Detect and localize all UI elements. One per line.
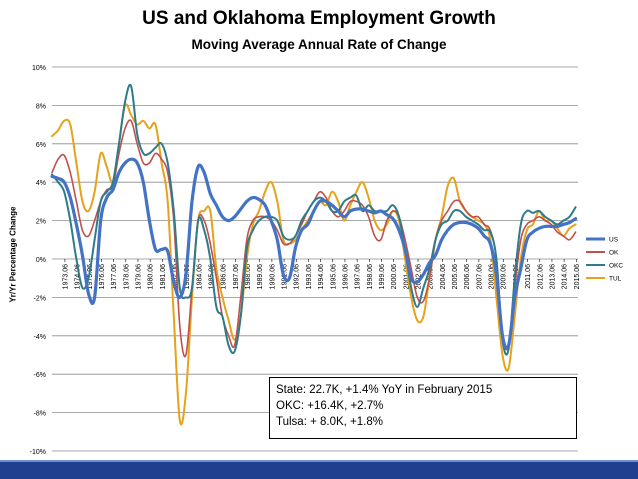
x-tick-label: 1994.06 <box>318 264 325 289</box>
legend-label-ok: OK <box>609 250 619 257</box>
summary-line-okc: OKC: +16.4K, +2.7% <box>276 400 384 412</box>
series-line-okc <box>51 83 577 356</box>
y-tick-label: 2% <box>36 219 46 226</box>
y-tick-label: -6% <box>34 372 46 379</box>
x-tick-label: 1989.06 <box>257 264 264 289</box>
summary-line-state: State: 22.7K, +1.4% YoY in February 2015 <box>276 384 493 396</box>
y-tick-label: 4% <box>36 180 46 187</box>
x-tick-label: 2004.06 <box>440 264 447 289</box>
series-line-us <box>50 157 578 350</box>
legend-label-okc: OKC <box>609 263 623 270</box>
x-tick-label: 2012.06 <box>537 264 544 289</box>
x-tick-label: 1980.06 <box>148 264 155 289</box>
x-tick-label: 1978.06 <box>123 264 130 289</box>
x-tick-label: 2003.06 <box>428 264 435 289</box>
chart-title: US and Oklahoma Employment Growth <box>142 8 496 29</box>
x-tick-label: 1992.06 <box>294 264 301 289</box>
x-tick-label: 2013.06 <box>549 264 556 289</box>
x-tick-label: 1984.06 <box>196 264 203 289</box>
footer-bar <box>0 462 638 479</box>
x-tick-label: 1976.06 <box>99 264 106 289</box>
x-tick-label: 1981.06 <box>160 264 167 289</box>
x-tick-label: 1995.06 <box>330 264 337 289</box>
x-tick-label: 1979.06 <box>135 264 142 289</box>
series-lines <box>50 83 578 426</box>
x-tick-label: 1977.06 <box>111 264 118 289</box>
x-tick-label: 1993.06 <box>306 264 313 289</box>
footer-stripe <box>0 460 638 462</box>
y-tick-label: 8% <box>36 103 46 110</box>
x-tick-label: 2015.06 <box>574 264 581 289</box>
x-tick-label: 1986.06 <box>221 264 228 289</box>
x-tick-label: 1987.06 <box>233 264 240 289</box>
x-tick-label: 1998.06 <box>367 264 374 289</box>
chart-subtitle: Moving Average Annual Rate of Change <box>191 37 447 52</box>
x-tick-label: 1975.06 <box>87 264 94 289</box>
y-tick-label: 6% <box>36 142 46 149</box>
x-tick-label: 1997.06 <box>355 264 362 289</box>
x-tick-label: 1982.06 <box>172 264 179 289</box>
y-tick-label: -2% <box>34 295 46 302</box>
y-tick-label: 0% <box>36 257 46 264</box>
y-tick-label: -4% <box>34 334 46 341</box>
y-tick-label: -8% <box>34 411 46 418</box>
x-tick-label: 1996.06 <box>342 264 349 289</box>
x-tick-label: 2006.06 <box>464 264 471 289</box>
series-line-ok <box>51 119 577 358</box>
x-tick-label: 2000.06 <box>391 264 398 289</box>
x-tick-label: 1974.06 <box>75 264 82 289</box>
legend-label-us: US <box>609 237 619 244</box>
legend-label-tul: TUL <box>609 276 622 283</box>
y-tick-labels: 10% 8% 6% 4% 2% 0% -2% -4% -6% -8% -10% <box>30 65 46 456</box>
legend: US OK OKC TUL <box>586 237 623 283</box>
x-tick-label: 1999.06 <box>379 264 386 289</box>
y-tick-label: -10% <box>30 449 46 456</box>
x-tick-label: 1973.06 <box>62 264 69 289</box>
x-tick-label: 2005.06 <box>452 264 459 289</box>
x-tick-label: 1983.06 <box>184 264 191 289</box>
x-tick-label: 2008.06 <box>489 264 496 289</box>
summary-line-tulsa: Tulsa: + 8.0K, +1.8% <box>276 416 383 428</box>
x-tick-label: 2014.06 <box>562 264 569 289</box>
x-tick-label: 1990.06 <box>269 264 276 289</box>
x-tick-label: 2009.06 <box>501 264 508 289</box>
x-tick-labels: 1973.06 1974.06 1975.06 1976.06 1977.06 1978.… <box>62 259 581 289</box>
y-tick-label: 10% <box>32 65 46 72</box>
x-tick-label: 2002.06 <box>416 264 423 289</box>
summary-box: State: 22.7K, +1.4% YoY in February 2015… <box>269 377 577 439</box>
x-tick-label: 1988.06 <box>245 264 252 289</box>
x-tick-label: 2011.06 <box>525 264 532 289</box>
x-tick-label: 2007.06 <box>476 264 483 289</box>
